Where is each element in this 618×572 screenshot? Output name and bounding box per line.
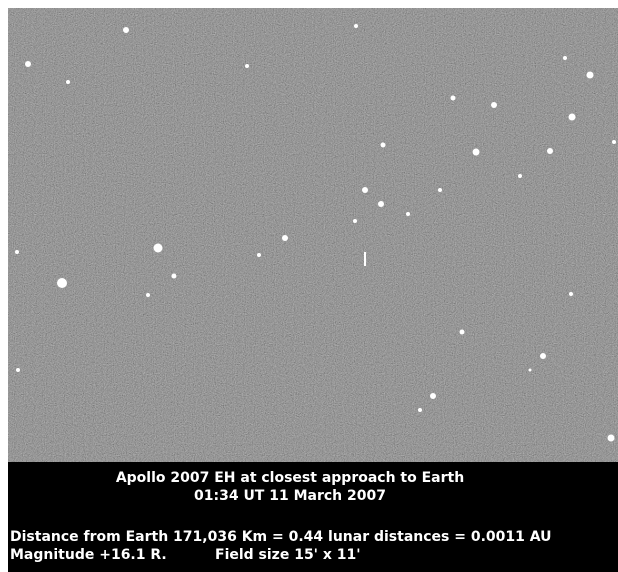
caption-distance: Distance from Earth 171,036 Km = 0.44 lu…: [10, 529, 552, 545]
caption-field: Field size 15' x 11': [215, 547, 361, 563]
caption-band: [8, 462, 618, 572]
caption-time: 01:34 UT 11 March 2007: [194, 488, 386, 504]
sky-noise: [8, 8, 618, 462]
stars: [15, 24, 616, 442]
caption-magnitude: Magnitude +16.1 R.: [10, 547, 167, 563]
caption-title: Apollo 2007 EH at closest approach to Ea…: [116, 470, 464, 486]
